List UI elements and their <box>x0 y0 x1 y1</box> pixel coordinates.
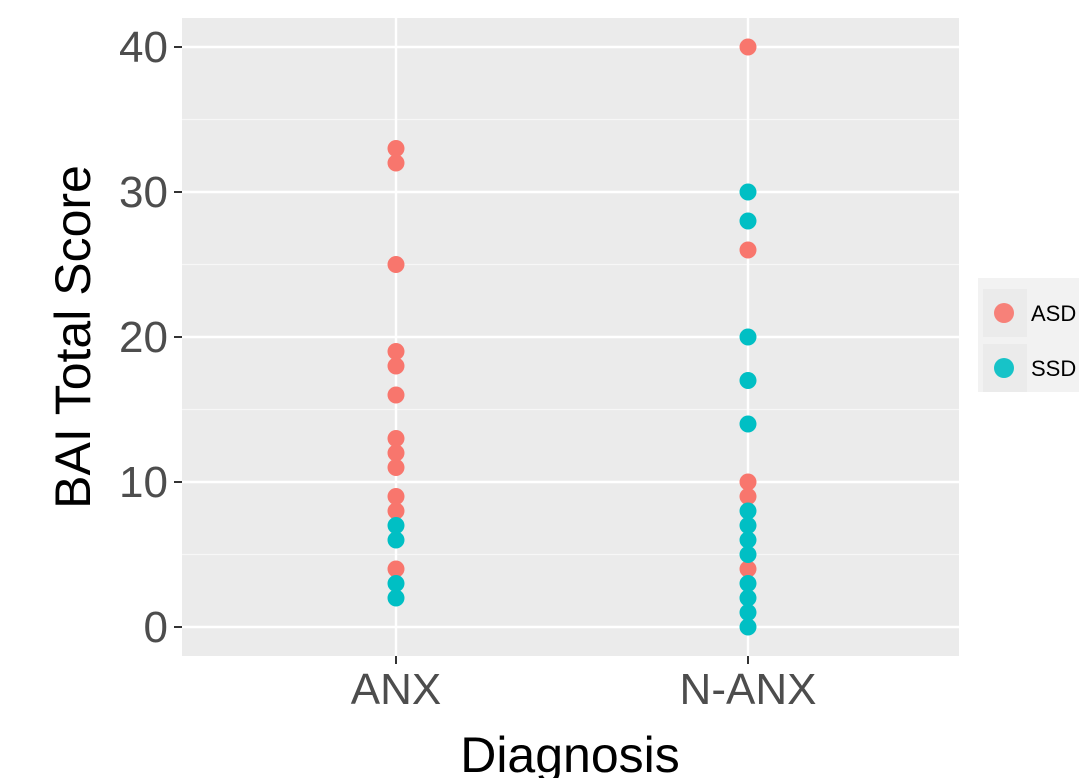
y-axis-ticks: 0 10 20 30 40 <box>119 23 182 652</box>
data-point-asd <box>739 560 757 578</box>
legend-key-ssd <box>994 358 1014 378</box>
data-point-asd <box>387 444 405 462</box>
data-point-ssd <box>387 575 405 592</box>
data-point-ssd <box>739 575 757 592</box>
legend-label: SSD <box>1031 356 1076 381</box>
data-point-ssd <box>739 183 757 201</box>
x-tick-label: N-ANX <box>680 665 817 714</box>
data-point-ssd <box>739 502 757 520</box>
y-tick-label: 40 <box>119 23 168 72</box>
y-tick-label: 20 <box>119 313 168 362</box>
data-point-ssd <box>387 531 405 549</box>
data-point-asd <box>387 502 405 520</box>
x-axis-ticks: ANX N-ANX <box>351 656 817 714</box>
y-tick-label: 10 <box>119 458 168 507</box>
data-point-ssd <box>387 517 405 534</box>
data-point-asd <box>387 560 405 578</box>
y-tick-label: 0 <box>144 603 168 652</box>
data-point-asd <box>387 256 405 273</box>
data-point-asd <box>739 38 757 56</box>
data-point-asd <box>739 241 757 259</box>
legend-key-asd <box>994 303 1014 323</box>
data-points <box>387 38 757 636</box>
data-point-ssd <box>739 415 757 433</box>
data-point-ssd <box>739 372 757 389</box>
data-point-ssd <box>739 589 757 607</box>
legend: ASD SSD <box>978 278 1079 392</box>
data-point-ssd <box>739 328 757 346</box>
data-point-ssd <box>387 589 405 607</box>
y-tick-label: 30 <box>119 168 168 217</box>
data-point-ssd <box>739 604 757 621</box>
data-point-asd <box>387 357 405 375</box>
data-point-ssd <box>739 531 757 549</box>
data-point-asd <box>387 140 405 157</box>
data-point-asd <box>739 473 757 491</box>
data-point-asd <box>387 386 405 404</box>
data-point-ssd <box>739 517 757 534</box>
data-point-asd <box>387 459 405 476</box>
data-point-asd <box>387 488 405 505</box>
data-point-asd <box>387 154 405 172</box>
data-point-ssd <box>739 546 757 563</box>
x-axis-title: Diagnosis <box>460 727 680 778</box>
x-tick-label: ANX <box>351 665 441 714</box>
y-axis-title: BAI Total Score <box>45 165 101 509</box>
data-point-asd <box>387 343 405 360</box>
data-point-asd <box>387 430 405 447</box>
legend-label: ASD <box>1031 301 1076 326</box>
data-point-ssd <box>739 618 757 636</box>
data-point-asd <box>739 488 757 505</box>
data-point-ssd <box>739 212 757 230</box>
